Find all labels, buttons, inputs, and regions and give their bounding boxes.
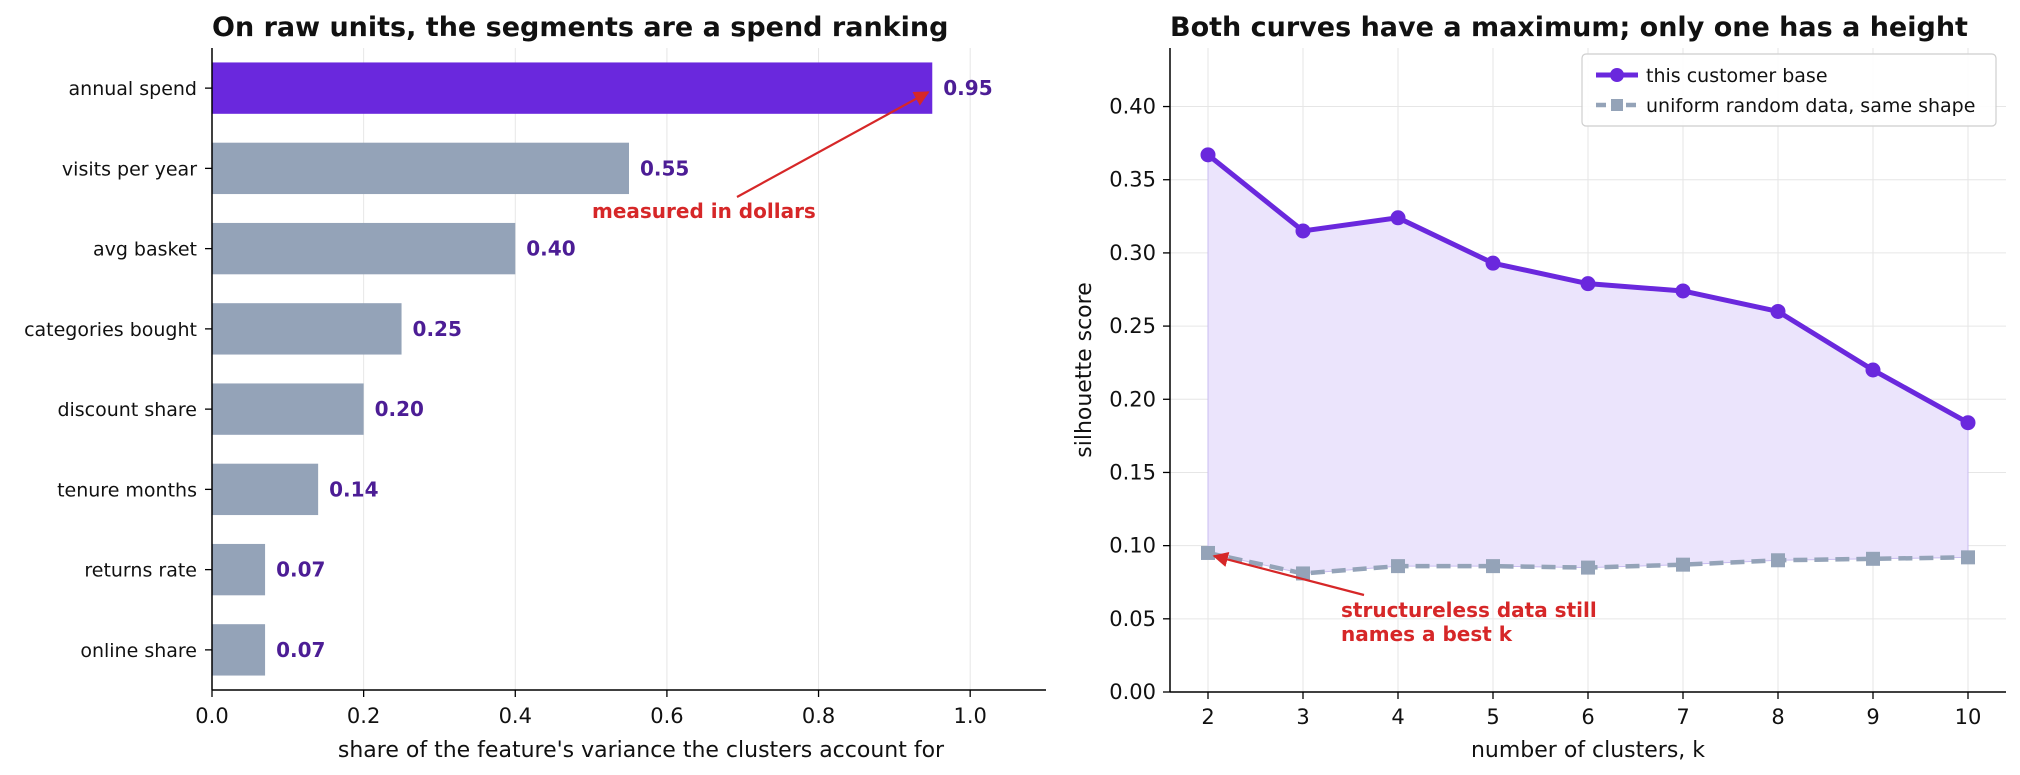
bar-chart-title: On raw units, the segments are a spend r…	[212, 12, 948, 43]
series-marker-customer	[1770, 303, 1786, 319]
y-tick-label: 0.40	[1109, 95, 1156, 119]
legend-box	[1581, 53, 1997, 127]
y-tick-label: 0.30	[1109, 241, 1156, 265]
bar	[212, 62, 933, 114]
x-tick-label: 10	[1955, 705, 1982, 729]
bar-chart-panel: On raw units, the segments are a spend r…	[24, 12, 1046, 763]
x-axis-label: share of the feature's variance the clus…	[338, 738, 945, 763]
bar	[212, 303, 402, 355]
category-label: online share	[80, 640, 197, 662]
series-marker-random	[1201, 545, 1215, 560]
series-marker-random	[1391, 559, 1405, 574]
bar	[212, 383, 364, 435]
y-axis-label: silhouette score	[1072, 282, 1097, 457]
category-label: returns rate	[84, 560, 197, 582]
bar	[212, 624, 266, 676]
series-marker-random	[1581, 560, 1595, 575]
x-tick-label: 0.6	[650, 704, 683, 728]
line-chart-panel: Both curves have a maximum; only one has…	[1072, 12, 2006, 763]
bar	[212, 222, 516, 275]
category-label: visits per year	[62, 158, 197, 180]
category-label: categories bought	[24, 319, 197, 341]
x-tick-label: 4	[1391, 705, 1404, 729]
x-tick-label: 1.0	[953, 704, 986, 728]
x-tick-label: 9	[1866, 705, 1879, 729]
series-marker-customer	[1200, 147, 1216, 163]
x-tick-label: 7	[1676, 705, 1689, 729]
annotation-text: measured in dollars	[592, 199, 816, 223]
bar-value-label: 0.20	[375, 397, 424, 421]
y-tick-label: 0.25	[1109, 314, 1156, 338]
series-marker-random	[1486, 559, 1500, 574]
legend-marker-random	[1611, 99, 1623, 111]
bar	[212, 463, 319, 516]
annotation-arrow	[736, 91, 930, 198]
series-marker-random	[1961, 550, 1975, 565]
bar-value-label: 0.07	[276, 638, 325, 662]
bar-value-label: 0.25	[413, 317, 462, 341]
bar-value-label: 0.07	[276, 558, 325, 582]
series-marker-customer	[1295, 223, 1311, 239]
category-label: avg basket	[93, 239, 197, 261]
bar-value-label: 0.55	[640, 156, 689, 180]
category-label: annual spend	[69, 78, 197, 100]
y-tick-label: 0.00	[1109, 680, 1156, 704]
x-tick-label: 0.0	[195, 704, 228, 728]
x-tick-label: 2	[1201, 705, 1214, 729]
legend-label-customer: this customer base	[1646, 65, 1828, 87]
line-chart-title: Both curves have a maximum; only one has…	[1170, 12, 1968, 43]
x-tick-label: 0.2	[347, 704, 380, 728]
x-tick-label: 3	[1296, 705, 1309, 729]
series-marker-customer	[1865, 362, 1881, 378]
legend-label-random: uniform random data, same shape	[1646, 95, 1975, 117]
series-marker-random	[1676, 557, 1690, 572]
annotation-text-line-2: names a best k	[1341, 622, 1513, 646]
x-tick-label: 0.8	[802, 704, 835, 728]
legend-marker-customer	[1610, 68, 1624, 82]
bar	[212, 142, 629, 195]
y-tick-label: 0.10	[1109, 534, 1156, 558]
bar-value-label: 0.95	[943, 76, 992, 100]
category-label: tenure months	[57, 479, 197, 501]
series-marker-customer	[1485, 255, 1501, 271]
series-marker-random	[1771, 553, 1785, 568]
bar-value-label: 0.14	[329, 477, 378, 501]
series-marker-customer	[1960, 415, 1976, 431]
y-tick-label: 0.05	[1109, 607, 1156, 631]
y-tick-label: 0.35	[1109, 168, 1156, 192]
x-tick-label: 5	[1486, 705, 1499, 729]
y-tick-label: 0.20	[1109, 387, 1156, 411]
bar-value-label: 0.40	[526, 237, 575, 261]
x-tick-label: 6	[1581, 705, 1594, 729]
category-label: discount share	[57, 399, 197, 421]
annotation-arrow	[1212, 551, 1365, 597]
x-axis-label: number of clusters, k	[1471, 738, 1705, 763]
y-tick-label: 0.15	[1109, 460, 1156, 484]
x-tick-label: 0.4	[499, 704, 532, 728]
series-marker-customer	[1675, 283, 1691, 299]
x-tick-label: 8	[1771, 705, 1784, 729]
bar	[212, 543, 266, 596]
series-marker-random	[1296, 566, 1310, 581]
series-marker-customer	[1390, 210, 1406, 226]
annotation-text-line-1: structureless data still	[1341, 598, 1597, 622]
series-marker-customer	[1580, 276, 1596, 292]
series-marker-random	[1866, 551, 1880, 566]
